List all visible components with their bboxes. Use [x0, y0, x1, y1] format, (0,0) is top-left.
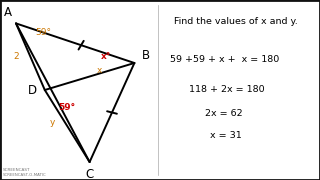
- Text: 59°: 59°: [35, 28, 51, 37]
- Text: x = 31: x = 31: [210, 130, 241, 140]
- Text: D: D: [28, 84, 37, 96]
- Text: x°: x°: [100, 52, 111, 61]
- Text: B: B: [141, 49, 150, 62]
- Text: y: y: [50, 118, 55, 127]
- Text: A: A: [4, 6, 12, 19]
- Text: SCREENCAST-O-MATIC: SCREENCAST-O-MATIC: [3, 174, 47, 177]
- Text: 59°: 59°: [59, 103, 76, 112]
- Text: Find the values of x and y.: Find the values of x and y.: [174, 17, 298, 26]
- Text: SCREENCAST: SCREENCAST: [3, 168, 31, 172]
- Text: 118 + 2x = 180: 118 + 2x = 180: [189, 86, 264, 94]
- Text: 59 +59 + x +  x = 180: 59 +59 + x + x = 180: [170, 55, 279, 64]
- Text: C: C: [85, 168, 94, 180]
- Text: 2: 2: [13, 52, 19, 61]
- Text: 2x = 62: 2x = 62: [205, 109, 243, 118]
- Text: x: x: [97, 66, 102, 75]
